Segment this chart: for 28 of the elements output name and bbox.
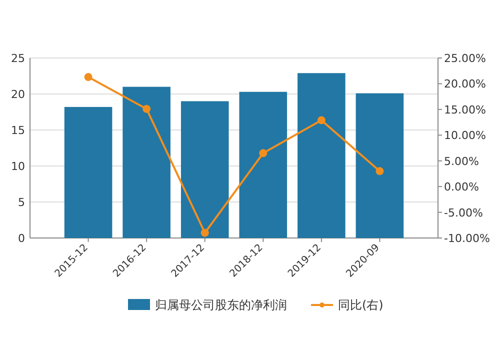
point bbox=[200, 228, 209, 237]
y-tick-label: 10 bbox=[11, 160, 25, 173]
y-tick-label: 5 bbox=[18, 196, 25, 209]
y2-tick-label: -5.00% bbox=[444, 206, 483, 220]
y2-tick-label: 0.00% bbox=[444, 180, 479, 194]
y-tick-label: 25 bbox=[11, 52, 25, 65]
bar bbox=[180, 101, 229, 238]
bar bbox=[356, 93, 404, 238]
y2-tick-label: -10.00% bbox=[444, 232, 490, 245]
y2-tick-label: 25.00% bbox=[444, 52, 486, 65]
legend-label: 同比(右) bbox=[338, 298, 384, 312]
point bbox=[376, 167, 384, 176]
y2-tick-label: 5.00% bbox=[444, 154, 479, 168]
legend-label: 归属母公司股东的净利润 bbox=[155, 298, 287, 312]
point bbox=[259, 149, 268, 158]
y-tick-label: 0 bbox=[18, 232, 25, 245]
y2-tick-label: 15.00% bbox=[444, 103, 486, 116]
y-tick-label: 20 bbox=[11, 88, 25, 101]
y2-tick-label: 10.00% bbox=[444, 129, 486, 142]
point bbox=[317, 116, 326, 124]
bar bbox=[239, 92, 288, 238]
point bbox=[84, 73, 92, 82]
bar bbox=[122, 86, 170, 238]
y-tick-label: 15 bbox=[11, 124, 25, 137]
bar bbox=[64, 106, 112, 238]
point bbox=[142, 104, 151, 113]
bar bbox=[298, 73, 346, 238]
y2-tick-label: 20.00% bbox=[444, 78, 486, 91]
